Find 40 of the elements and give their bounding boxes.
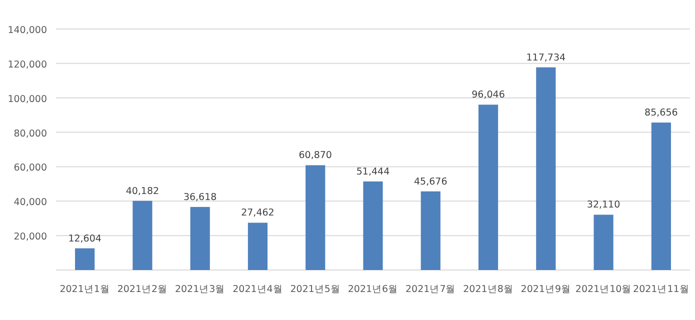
data-label: 85,656 — [644, 108, 678, 119]
bar — [75, 248, 95, 270]
x-tick-label: 2021년3월 — [174, 284, 226, 295]
x-tick-label: 2021년7월 — [406, 284, 456, 295]
x-tick-label: 2021년6월 — [348, 284, 398, 295]
data-label: 32,110 — [586, 200, 620, 211]
data-label: 27,462 — [241, 208, 274, 219]
text: 120,000 — [8, 59, 47, 70]
bar — [248, 222, 268, 270]
bar — [132, 200, 152, 270]
text: 80,000 — [14, 128, 47, 140]
text: 100,000 — [8, 94, 47, 105]
x-tick-label: 2021년4월 — [232, 284, 283, 295]
x-tick-label: 2021년1월 — [60, 284, 110, 295]
text: 140,000 — [8, 25, 47, 36]
data-label: 12,604 — [68, 233, 102, 244]
data-label: 60,870 — [298, 150, 332, 162]
x-tick-label: 2021년10월 — [575, 284, 632, 295]
data-label: 96,046 — [472, 90, 505, 101]
bar — [190, 206, 210, 270]
data-label: 45,676 — [414, 176, 448, 188]
bar — [594, 214, 614, 270]
x-tick-label: 2021년2월 — [117, 284, 168, 295]
x-tick-label: 2021년11월 — [633, 284, 690, 295]
data-label: 36,618 — [183, 192, 217, 203]
bar — [478, 104, 498, 270]
data-label: 51,444 — [356, 166, 390, 178]
bar — [651, 122, 671, 270]
text: 60,000 — [14, 162, 47, 174]
x-tick-label: 2021년5월 — [290, 284, 340, 295]
text: 20,000 — [14, 232, 47, 243]
bar — [420, 191, 440, 270]
text: 40,000 — [14, 197, 47, 208]
data-label: 40,182 — [126, 186, 160, 197]
data-label: 117,734 — [526, 52, 566, 64]
bar — [536, 67, 556, 270]
bar — [306, 165, 326, 270]
x-tick-label: 2021년8월 — [463, 284, 514, 295]
bar — [363, 181, 383, 270]
x-tick-label: 2021년9월 — [520, 284, 572, 295]
